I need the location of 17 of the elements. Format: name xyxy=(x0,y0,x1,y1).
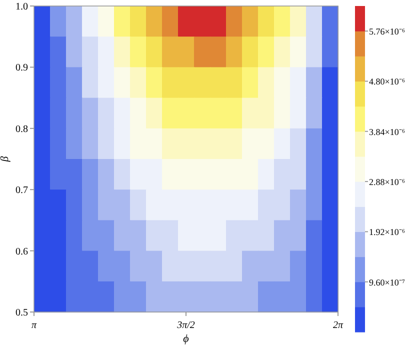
color-bar-label: 2.88×10⁻⁶ xyxy=(369,177,405,188)
color-bar-label: 4.80×10⁻⁶ xyxy=(369,76,405,87)
y-tick-label: 0.6 xyxy=(16,246,28,258)
y-tick-label: 0.5 xyxy=(16,308,28,318)
y-tick-label: 0.9 xyxy=(16,62,28,74)
color-bar-label: 5.76×10⁻⁶ xyxy=(369,26,405,37)
x-axis-title: ϕ xyxy=(183,333,190,345)
x-tick-label: π xyxy=(31,320,38,331)
y-tick-label: 0.7 xyxy=(16,185,28,196)
color-bar-label: 1.92×10⁻⁶ xyxy=(369,227,405,238)
color-bar-label: 9.60×10⁻⁷ xyxy=(369,277,405,288)
y-axis-title: β xyxy=(0,156,11,163)
x-tick-label: 3π/2 xyxy=(176,320,195,331)
x-tick-label: 2π xyxy=(332,320,344,331)
color-bar-label: 3.84×10⁻⁶ xyxy=(369,126,405,137)
y-tick-label: 1.0 xyxy=(16,2,28,12)
y-tick-label: 0.8 xyxy=(16,124,28,135)
